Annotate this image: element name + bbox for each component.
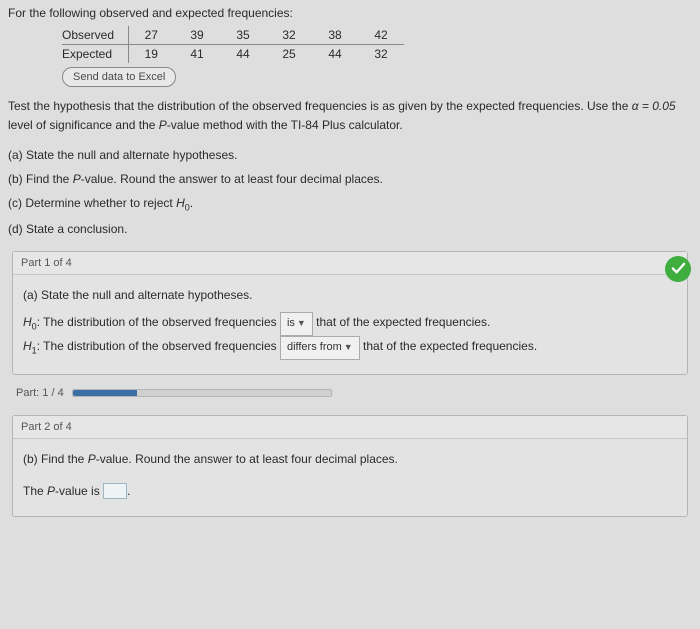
text: The xyxy=(23,484,47,498)
part2-prompt: (b) Find the P-value. Round the answer t… xyxy=(23,449,677,471)
h-symbol: H xyxy=(23,339,32,353)
text: level of significance and the xyxy=(8,118,159,132)
cell: 44 xyxy=(312,45,358,64)
frequency-table: Observed 27 39 35 32 38 42 Expected 19 4… xyxy=(62,26,404,63)
task-b: (b) Find the P-value. Round the answer t… xyxy=(8,167,692,191)
text: -value. Round the answer to at least fou… xyxy=(81,172,383,186)
panel-header: Part 2 of 4 xyxy=(13,416,687,439)
cell: 35 xyxy=(220,26,266,45)
part-2-panel: Part 2 of 4 (b) Find the P-value. Round … xyxy=(12,415,688,517)
text: that of the expected frequencies. xyxy=(363,339,537,353)
pvalue-line: The P-value is . xyxy=(23,481,677,503)
cell: 38 xyxy=(312,26,358,45)
task-a: (a) State the null and alternate hypothe… xyxy=(8,143,692,167)
question-text: Test the hypothesis that the distributio… xyxy=(8,97,692,135)
panel-header: Part 1 of 4 xyxy=(13,252,687,275)
task-d: (d) State a conclusion. xyxy=(8,217,692,241)
cell: 32 xyxy=(266,26,312,45)
h0-line: H0: The distribution of the observed fre… xyxy=(23,312,677,336)
cell: 32 xyxy=(358,45,404,64)
intro-text: For the following observed and expected … xyxy=(8,6,692,20)
text: : The distribution of the observed frequ… xyxy=(37,339,280,353)
p-word: P xyxy=(47,484,55,498)
dropdown-value: is xyxy=(287,317,295,329)
correct-check-icon xyxy=(665,256,691,282)
alpha-expr: α = 0.05 xyxy=(632,99,676,113)
row-label: Expected xyxy=(62,45,128,64)
progress-label: Part: 1 / 4 xyxy=(16,387,64,399)
p-word: P xyxy=(73,172,81,186)
text: (c) Determine whether to reject xyxy=(8,196,176,210)
text: . xyxy=(190,196,193,210)
cell: 27 xyxy=(128,26,174,45)
p-word: P xyxy=(88,452,96,466)
progress-fill xyxy=(73,390,138,396)
progress-section: Part: 1 / 4 xyxy=(8,381,692,409)
text: . xyxy=(127,484,130,498)
text: (b) Find the xyxy=(8,172,73,186)
text: that of the expected frequencies. xyxy=(316,315,490,329)
text: -value method with the TI-84 Plus calcul… xyxy=(167,118,403,132)
cell: 25 xyxy=(266,45,312,64)
cell: 44 xyxy=(220,45,266,64)
table-row: Expected 19 41 44 25 44 32 xyxy=(62,45,404,64)
task-c: (c) Determine whether to reject H0. xyxy=(8,191,692,216)
cell: 19 xyxy=(128,45,174,64)
h1-answer-dropdown[interactable]: differs from▼ xyxy=(280,336,360,360)
text: Test the hypothesis that the distributio… xyxy=(8,99,632,113)
cell: 42 xyxy=(358,26,404,45)
cell: 39 xyxy=(174,26,220,45)
text: -value is xyxy=(55,484,103,498)
text: (b) Find the xyxy=(23,452,88,466)
part-1-panel: Part 1 of 4 (a) State the null and alter… xyxy=(12,251,688,375)
dropdown-value: differs from xyxy=(287,341,342,353)
h-symbol: H xyxy=(176,196,185,210)
progress-bar xyxy=(72,389,332,397)
h0-answer-dropdown[interactable]: is▼ xyxy=(280,312,313,336)
chevron-down-icon: ▼ xyxy=(344,342,353,352)
table-row: Observed 27 39 35 32 38 42 xyxy=(62,26,404,45)
h-symbol: H xyxy=(23,315,32,329)
pvalue-input[interactable] xyxy=(103,483,127,499)
send-to-excel-button[interactable]: Send data to Excel xyxy=(62,67,176,87)
text: -value. Round the answer to at least fou… xyxy=(96,452,398,466)
row-label: Observed xyxy=(62,26,128,45)
p-word: P xyxy=(159,118,167,132)
part1-prompt: (a) State the null and alternate hypothe… xyxy=(23,285,677,307)
task-list: (a) State the null and alternate hypothe… xyxy=(8,143,692,240)
chevron-down-icon: ▼ xyxy=(297,318,306,328)
h1-line: H1: The distribution of the observed fre… xyxy=(23,336,677,360)
cell: 41 xyxy=(174,45,220,64)
text: : The distribution of the observed frequ… xyxy=(37,315,280,329)
